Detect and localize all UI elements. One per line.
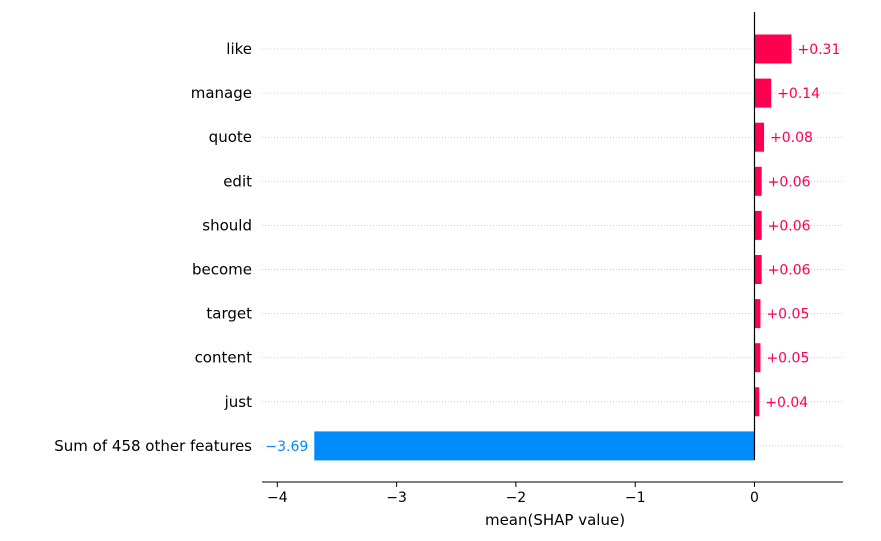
x-tick-label: 0 — [750, 490, 759, 506]
feature-label-just: just — [224, 393, 252, 411]
value-label-should: +0.06 — [768, 218, 811, 234]
feature-label-become: become — [192, 261, 252, 279]
value-label-target: +0.05 — [766, 307, 809, 323]
feature-label-should: should — [202, 216, 252, 234]
bar-sum-of-458-other-features — [314, 431, 755, 461]
value-label-content: +0.05 — [766, 351, 809, 367]
value-labels: +0.31 +0.14 +0.08 +0.06 +0.06 +0.06 +0.05 +0.05… — [265, 42, 840, 455]
bar-edit — [754, 166, 762, 196]
value-label-edit: +0.06 — [768, 174, 811, 190]
feature-label-like: like — [226, 40, 252, 58]
feature-label-edit: edit — [223, 172, 252, 190]
bars — [314, 34, 792, 461]
value-label-just: +0.04 — [765, 395, 808, 411]
feature-label-quote: quote — [209, 128, 252, 146]
x-tick-label: −2 — [506, 490, 527, 506]
x-tick-label: −3 — [386, 490, 407, 506]
bar-target — [754, 299, 761, 329]
x-axis-title: mean(SHAP value) — [485, 511, 625, 529]
bar-just — [754, 387, 760, 417]
value-label-sum-of-458-other-features: −3.69 — [265, 439, 308, 455]
value-label-become: +0.06 — [768, 263, 811, 279]
bar-content — [754, 343, 761, 373]
bar-should — [754, 210, 762, 240]
value-label-like: +0.31 — [797, 42, 840, 58]
bar-manage — [754, 78, 772, 108]
grid-lines — [262, 48, 843, 447]
bar-like — [754, 34, 792, 64]
feature-label-manage: manage — [191, 84, 252, 102]
feature-label-content: content — [195, 349, 253, 367]
feature-label-sum-of-458-other-features: Sum of 458 other features — [54, 437, 252, 455]
x-tick-label: −4 — [267, 490, 288, 506]
value-label-quote: +0.08 — [770, 130, 813, 146]
x-tick-label: −1 — [625, 490, 646, 506]
x-axis: −4 −3 −2 −1 0 — [262, 481, 843, 506]
feature-labels: like manage quote edit should become target con… — [54, 40, 252, 455]
feature-label-target: target — [206, 305, 252, 323]
bar-quote — [754, 122, 765, 152]
bar-become — [754, 255, 762, 284]
value-label-manage: +0.14 — [777, 86, 820, 102]
